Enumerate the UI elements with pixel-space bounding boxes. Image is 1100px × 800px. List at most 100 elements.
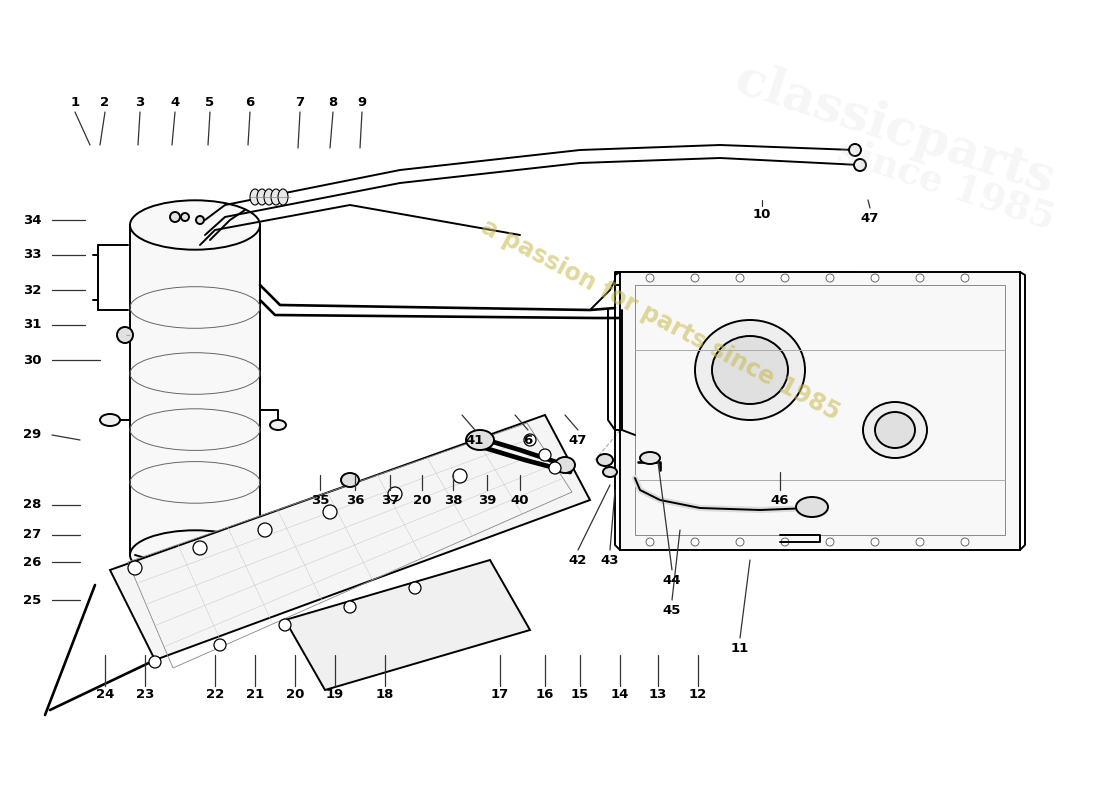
Text: 39: 39 xyxy=(477,494,496,506)
Text: 17: 17 xyxy=(491,689,509,702)
Ellipse shape xyxy=(826,538,834,546)
Ellipse shape xyxy=(170,212,180,222)
Text: 16: 16 xyxy=(536,689,554,702)
Text: 18: 18 xyxy=(376,689,394,702)
Polygon shape xyxy=(285,560,530,690)
Ellipse shape xyxy=(549,462,561,474)
Text: 32: 32 xyxy=(23,283,41,297)
Ellipse shape xyxy=(603,467,617,477)
Ellipse shape xyxy=(128,561,142,575)
Ellipse shape xyxy=(916,538,924,546)
Ellipse shape xyxy=(736,538,744,546)
Ellipse shape xyxy=(279,619,292,631)
Ellipse shape xyxy=(646,274,654,282)
Text: 5: 5 xyxy=(206,97,214,110)
Ellipse shape xyxy=(214,639,225,651)
Text: 1: 1 xyxy=(70,97,79,110)
Ellipse shape xyxy=(466,430,494,450)
Ellipse shape xyxy=(130,200,260,250)
Ellipse shape xyxy=(961,274,969,282)
Text: 26: 26 xyxy=(23,555,41,569)
Polygon shape xyxy=(620,272,1020,550)
Text: 3: 3 xyxy=(135,97,144,110)
Text: 19: 19 xyxy=(326,689,344,702)
Text: 4: 4 xyxy=(170,97,179,110)
Ellipse shape xyxy=(409,582,421,594)
Text: 45: 45 xyxy=(663,603,681,617)
Ellipse shape xyxy=(173,618,187,628)
Ellipse shape xyxy=(691,538,698,546)
Ellipse shape xyxy=(258,523,272,537)
Text: 24: 24 xyxy=(96,689,114,702)
Text: 33: 33 xyxy=(23,249,42,262)
Text: 31: 31 xyxy=(23,318,41,331)
Ellipse shape xyxy=(130,530,260,580)
Text: 23: 23 xyxy=(135,689,154,702)
Ellipse shape xyxy=(826,274,834,282)
Text: 46: 46 xyxy=(771,494,790,506)
Ellipse shape xyxy=(344,601,356,613)
Ellipse shape xyxy=(196,216,204,224)
Text: 11: 11 xyxy=(730,642,749,654)
Text: 8: 8 xyxy=(329,97,338,110)
Text: 7: 7 xyxy=(296,97,305,110)
Ellipse shape xyxy=(453,469,468,483)
Text: 36: 36 xyxy=(345,494,364,506)
Ellipse shape xyxy=(916,274,924,282)
Ellipse shape xyxy=(871,274,879,282)
Ellipse shape xyxy=(961,538,969,546)
Text: 20: 20 xyxy=(412,494,431,506)
Ellipse shape xyxy=(257,189,267,205)
Text: since 1985: since 1985 xyxy=(833,132,1060,238)
Ellipse shape xyxy=(341,473,359,487)
Text: 21: 21 xyxy=(246,689,264,702)
Ellipse shape xyxy=(117,327,133,343)
Ellipse shape xyxy=(854,159,866,171)
Text: 15: 15 xyxy=(571,689,590,702)
Text: 47: 47 xyxy=(569,434,587,446)
Ellipse shape xyxy=(691,274,698,282)
Text: 41: 41 xyxy=(465,434,484,446)
Text: a passion for parts since 1985: a passion for parts since 1985 xyxy=(476,215,844,425)
Polygon shape xyxy=(110,415,590,660)
Ellipse shape xyxy=(597,454,613,466)
Text: 20: 20 xyxy=(286,689,305,702)
Ellipse shape xyxy=(874,412,915,448)
Ellipse shape xyxy=(781,538,789,546)
Ellipse shape xyxy=(100,414,120,426)
Text: 42: 42 xyxy=(569,554,587,566)
Ellipse shape xyxy=(864,402,927,458)
Ellipse shape xyxy=(148,656,161,668)
Text: 29: 29 xyxy=(23,429,41,442)
Text: 2: 2 xyxy=(100,97,110,110)
Ellipse shape xyxy=(270,420,286,430)
Ellipse shape xyxy=(646,538,654,546)
Ellipse shape xyxy=(170,588,190,602)
Text: 14: 14 xyxy=(610,689,629,702)
Text: 44: 44 xyxy=(662,574,681,586)
Ellipse shape xyxy=(556,457,575,473)
Text: 9: 9 xyxy=(358,97,366,110)
Text: 30: 30 xyxy=(23,354,42,366)
Ellipse shape xyxy=(388,487,401,501)
Ellipse shape xyxy=(736,274,744,282)
Ellipse shape xyxy=(640,452,660,464)
Ellipse shape xyxy=(271,189,281,205)
Ellipse shape xyxy=(170,604,189,616)
Ellipse shape xyxy=(524,434,536,446)
Text: 27: 27 xyxy=(23,529,41,542)
Text: 43: 43 xyxy=(601,554,619,566)
Ellipse shape xyxy=(781,274,789,282)
Ellipse shape xyxy=(796,497,828,517)
Text: 22: 22 xyxy=(206,689,224,702)
Ellipse shape xyxy=(192,541,207,555)
Ellipse shape xyxy=(278,189,288,205)
Text: 13: 13 xyxy=(649,689,668,702)
Text: classicparts: classicparts xyxy=(729,55,1060,205)
Text: 25: 25 xyxy=(23,594,41,606)
Polygon shape xyxy=(130,225,260,555)
Text: 10: 10 xyxy=(752,209,771,222)
Ellipse shape xyxy=(849,144,861,156)
Text: 12: 12 xyxy=(689,689,707,702)
Text: 6: 6 xyxy=(524,434,532,446)
